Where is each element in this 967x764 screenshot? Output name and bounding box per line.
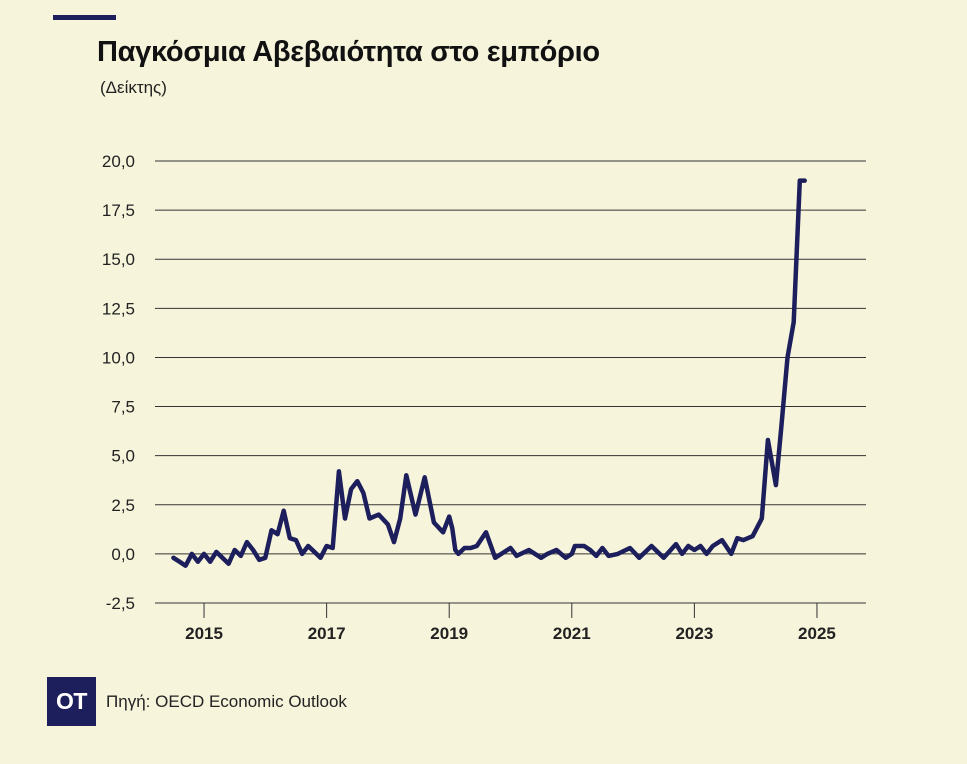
- y-tick-label: 5,0: [111, 447, 135, 466]
- x-tick-label: 2019: [430, 624, 468, 643]
- y-tick-label: 12,5: [102, 299, 135, 318]
- series-line-0: [171, 178, 807, 568]
- y-tick-label: 10,0: [102, 348, 135, 367]
- y-tick-label: 2,5: [111, 496, 135, 515]
- top-accent-bar: [53, 15, 116, 20]
- y-tick-label: -2,5: [106, 594, 135, 613]
- x-tick-label: 2017: [308, 624, 346, 643]
- y-tick-label: 15,0: [102, 250, 135, 269]
- chart-subtitle: (Δείκτης): [100, 78, 167, 97]
- y-tick-label: 17,5: [102, 201, 135, 220]
- y-tick-label: 7,5: [111, 398, 135, 417]
- x-tick-label: 2025: [798, 624, 836, 643]
- x-tick-label: 2015: [185, 624, 223, 643]
- x-tick-label: 2021: [553, 624, 591, 643]
- y-tick-label: 0,0: [111, 545, 135, 564]
- ot-logo: OT: [47, 677, 96, 726]
- x-tick-label: 2023: [675, 624, 713, 643]
- source-note: Πηγή: OECD Economic Outlook: [106, 692, 347, 711]
- y-tick-label: 20,0: [102, 152, 135, 171]
- chart-title: Παγκόσμια Αβεβαιότητα στο εμπόριο: [97, 36, 600, 68]
